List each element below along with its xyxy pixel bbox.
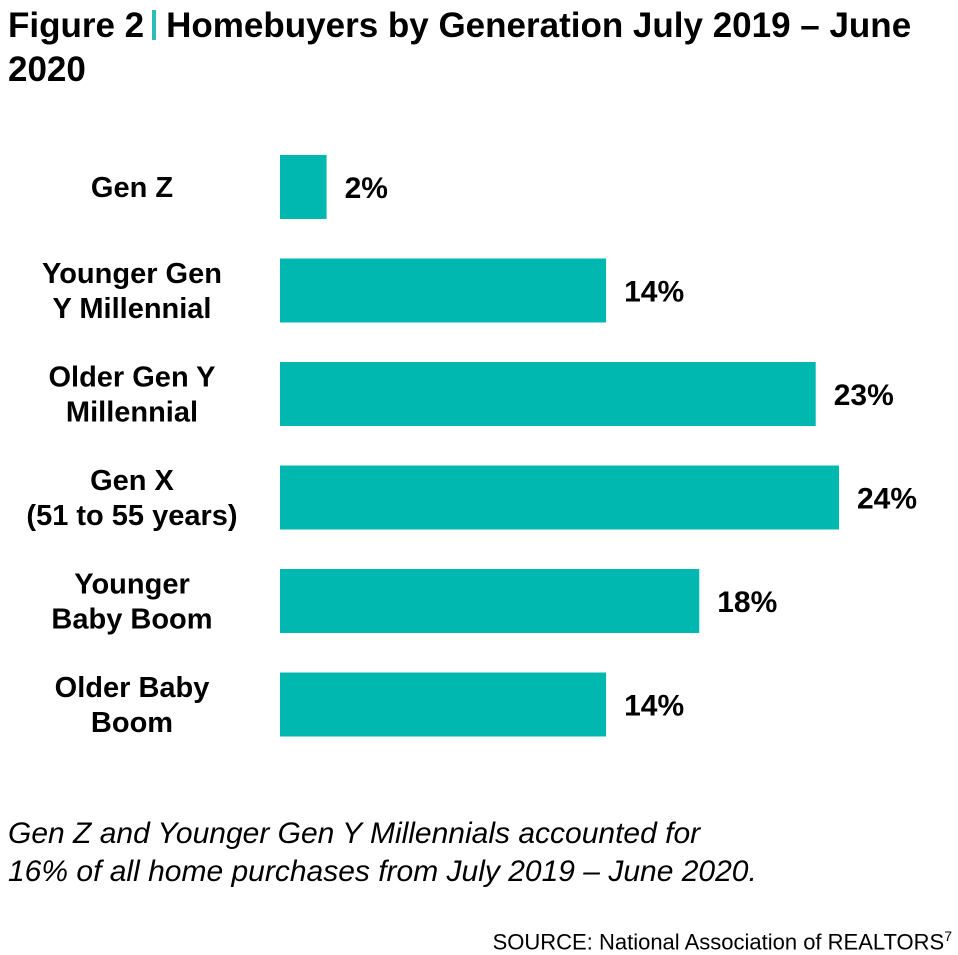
caption: Gen Z and Younger Gen Y Millennials acco… [8,815,757,891]
category-label: Baby Boom [51,604,212,636]
caption-line: Gen Z and Younger Gen Y Millennials acco… [8,817,701,850]
bar [280,465,839,530]
category-label: Boom [91,707,173,739]
title-text: Homebuyers by Generation July 2019 – Jun… [8,6,912,89]
category-label: Older Gen Y [48,362,215,394]
data-label: 14% [624,276,684,309]
category-label: Younger Gen [42,258,222,290]
caption-line: 16% of all home purchases from July 2019… [8,855,757,888]
bar [280,258,607,323]
category-label: (51 to 55 years) [26,500,237,532]
figure-label: Figure 2 [8,6,145,45]
bar [280,569,700,633]
category-label: Younger [74,569,189,601]
bar [280,362,816,426]
data-label: 14% [624,690,684,723]
data-label: 18% [717,586,777,619]
title-divider [152,10,157,40]
category-label: Gen Z [91,172,173,204]
data-label: 24% [857,483,917,516]
bar [280,672,607,737]
source-note: SOURCE: National Association of REALTORS… [493,928,952,955]
category-label: Older Baby [55,672,210,704]
data-label: 23% [834,379,894,412]
bar [280,155,327,219]
source-text: SOURCE: National Association of REALTORS [492,929,945,955]
category-label: Gen X [90,465,174,497]
chart-title: Figure 2 Homebuyers by Generation July 20… [8,4,953,92]
category-label: Millennial [66,397,198,429]
category-label: Y Millennial [52,293,211,325]
footnote-marker: 7 [944,928,952,944]
data-label: 2% [345,172,388,205]
